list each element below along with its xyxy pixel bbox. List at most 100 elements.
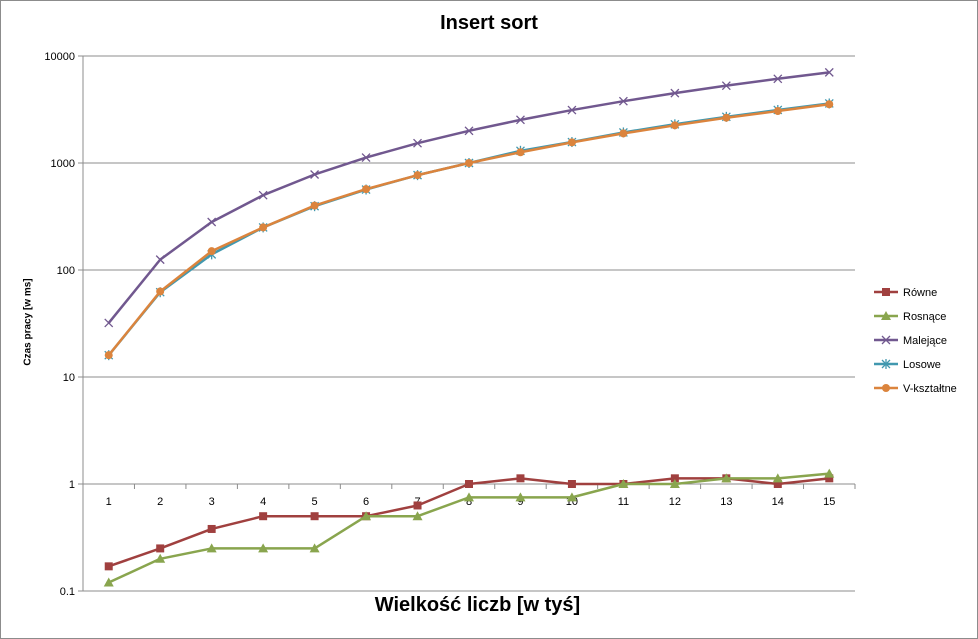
series-line-2 — [107, 71, 830, 324]
point-0-1 — [156, 544, 165, 553]
point-1-9 — [566, 492, 577, 502]
point-0-11 — [670, 474, 679, 483]
legend-label-3: Losowe — [903, 359, 941, 371]
x-tick-label-3: 4 — [260, 496, 266, 508]
x-tick-label-8: 9 — [517, 496, 523, 508]
point-2-11 — [670, 88, 680, 98]
point-1-4 — [309, 543, 320, 553]
point-4-3 — [259, 223, 268, 232]
x-tick-label-11: 12 — [669, 496, 681, 508]
point-2-0 — [104, 318, 114, 328]
point-1-12 — [721, 473, 732, 483]
y-tick-labels: 0.1 1 10 100 1000 10000 — [44, 51, 75, 598]
series-1 — [103, 468, 835, 587]
y-tick-label-1: 1 — [69, 479, 75, 491]
point-4-4 — [310, 201, 319, 210]
point-1-6 — [412, 511, 423, 521]
point-2-3 — [258, 190, 268, 200]
point-4-1 — [156, 287, 165, 296]
point-1-11 — [669, 479, 680, 488]
point-4-0 — [104, 351, 113, 360]
point-2-10 — [618, 96, 628, 106]
point-2-1 — [155, 255, 165, 265]
point-1-13 — [772, 473, 783, 483]
point-2-5 — [361, 153, 371, 162]
point-4-14 — [825, 100, 834, 109]
x-tick-label-12: 13 — [720, 496, 732, 508]
point-2-8 — [516, 115, 525, 125]
point-1-7 — [464, 492, 474, 502]
point-4-7 — [465, 159, 473, 167]
point-0-4 — [310, 512, 319, 521]
point-4-11 — [670, 121, 679, 130]
point-4-6 — [413, 171, 422, 180]
point-2-14 — [824, 67, 834, 77]
point-2-2 — [207, 217, 217, 227]
series-0 — [104, 474, 834, 571]
point-4-12 — [722, 113, 731, 122]
series-3 — [104, 98, 834, 361]
legend-label-2: Malejące — [903, 335, 947, 347]
x-tick-label-4: 5 — [312, 496, 318, 508]
point-1-5 — [361, 511, 372, 521]
point-1-0 — [103, 577, 114, 587]
series-line-3 — [107, 102, 830, 356]
legend-marker-0 — [882, 288, 890, 296]
point-2-7 — [464, 126, 474, 136]
point-0-2 — [207, 524, 216, 533]
point-1-1 — [155, 553, 166, 563]
point-0-3 — [259, 512, 268, 521]
x-axis-label: Wielkość liczb [w tyś] — [374, 594, 581, 616]
legend-marker-3 — [881, 359, 891, 369]
x-tick-label-2: 3 — [209, 496, 215, 508]
point-4-10 — [619, 129, 628, 138]
point-1-3 — [258, 543, 269, 553]
point-1-2 — [206, 543, 217, 553]
x-tick-label-13: 14 — [772, 496, 784, 508]
point-2-13 — [773, 74, 783, 84]
point-4-5 — [362, 185, 371, 194]
y-tick-label-5: 10000 — [44, 51, 75, 63]
series-2 — [104, 67, 834, 328]
legend-label-4: V-kształtne — [903, 383, 957, 395]
x-tick-label-7: 8 — [466, 496, 472, 508]
point-4-2 — [207, 247, 216, 256]
legend-marker-1 — [881, 311, 891, 320]
point-0-6 — [413, 501, 422, 510]
x-tick-label-10: 11 — [618, 496, 629, 508]
series-line-4 — [107, 103, 830, 356]
point-1-14 — [824, 468, 835, 478]
y-tick-label-4: 1000 — [51, 158, 75, 170]
point-2-12 — [721, 81, 731, 91]
series-line-0 — [108, 477, 830, 568]
series-4 — [104, 100, 834, 360]
legend-marker-2 — [881, 335, 891, 345]
legend-label-0: Równe — [903, 287, 937, 299]
x-tick-label-1: 2 — [157, 496, 163, 508]
x-tick-label-0: 1 — [106, 496, 112, 508]
point-0-0 — [104, 562, 113, 571]
legend: Równe Rosnące Malejące Losowe V-kształtne — [874, 287, 957, 395]
y-tick-label-0: 0.1 — [60, 586, 75, 598]
point-0-9 — [567, 480, 576, 488]
point-4-8 — [516, 148, 525, 157]
y-tick-label-2: 10 — [63, 372, 75, 384]
point-1-10 — [618, 479, 629, 488]
gridlines — [78, 55, 856, 592]
x-tick-label-14: 15 — [823, 496, 835, 508]
point-0-8 — [516, 474, 525, 483]
x-tick-label-5: 6 — [363, 496, 369, 508]
legend-label-1: Rosnące — [903, 311, 946, 323]
legend-marker-4 — [882, 384, 890, 392]
point-4-13 — [773, 107, 782, 116]
point-2-6 — [413, 138, 422, 148]
point-1-8 — [515, 492, 526, 502]
point-0-13 — [773, 480, 782, 488]
series-group — [103, 67, 835, 587]
point-2-9 — [567, 105, 577, 115]
point-2-4 — [310, 170, 320, 179]
point-0-14 — [825, 474, 834, 483]
point-4-9 — [567, 138, 576, 147]
y-tick-label-3: 100 — [57, 265, 75, 277]
